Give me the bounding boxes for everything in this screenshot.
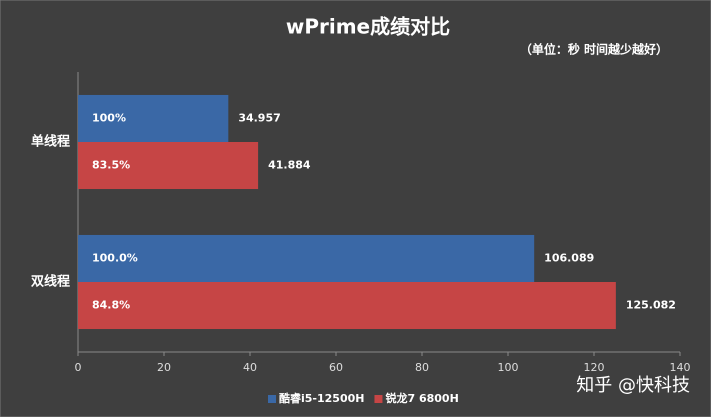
x-tick-label: 40 [243,361,257,374]
legend-swatch [268,395,276,403]
chart-subtitle: （单位：秒 时间越少越好） [520,42,668,57]
x-tick-label: 60 [329,361,343,374]
inner-label: 83.5% [92,159,130,172]
x-tick-label: 80 [415,361,429,374]
x-tick-label: 140 [670,361,691,374]
watermark: 知乎 @快科技 [576,375,690,396]
value-label: 106.089 [544,251,594,264]
inner-label: 84.8% [92,299,130,312]
chart-title: wPrime成绩对比 [286,15,450,39]
inner-label: 100% [92,111,126,124]
legend-swatch [374,395,383,403]
legend-label: 酷睿i5-12500H [279,391,364,405]
value-label: 34.957 [238,111,280,124]
legend-label: 锐龙7 6800H [385,391,458,405]
inner-label: 100.0% [92,251,138,264]
value-label: 125.082 [626,299,676,312]
x-tick-label: 0 [75,361,82,374]
bar [78,94,229,142]
value-label: 41.884 [268,159,311,172]
bar [78,142,259,190]
bar [78,234,535,282]
y-tick-label: 单线程 [31,134,70,150]
x-tick-label: 100 [498,361,519,374]
bar [78,282,616,330]
x-tick-label: 20 [157,361,171,374]
y-tick-label: 双线程 [31,274,70,290]
x-tick-label: 120 [584,361,605,374]
